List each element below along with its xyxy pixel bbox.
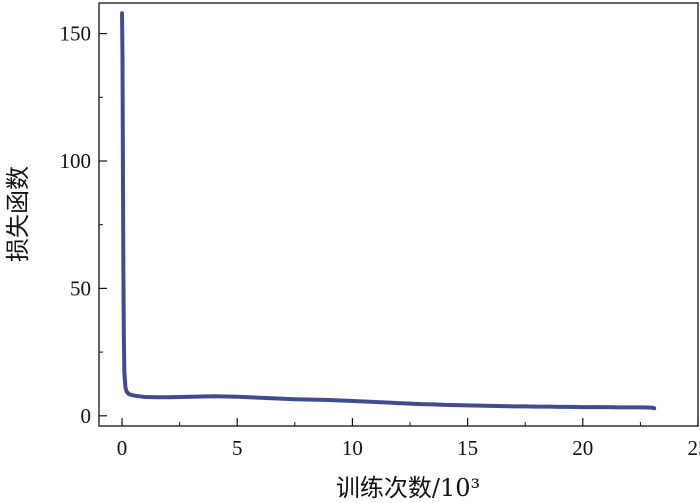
plot-area-frame — [98, 2, 699, 427]
x-tick-label: 15 — [457, 436, 478, 460]
y-tick-label: 0 — [81, 404, 92, 428]
x-tick-label: 20 — [572, 436, 593, 460]
series-layer — [120, 11, 657, 411]
x-tick-label: 5 — [232, 436, 243, 460]
y-axis-label: 损失函数 — [4, 166, 32, 262]
x-axis-label: 训练次数/10³ — [336, 474, 480, 502]
x-tick-label: 25 — [688, 436, 700, 460]
x-axis: 0 5 10 15 20 25 — [117, 418, 700, 460]
y-tick-label: 50 — [70, 276, 91, 300]
y-tick-label: 150 — [60, 22, 92, 46]
y-axis: 0 50 100 150 — [60, 22, 107, 428]
x-tick-label: 0 — [117, 436, 128, 460]
series-line — [120, 11, 657, 411]
x-tick-label: 10 — [342, 436, 363, 460]
y-tick-label: 100 — [60, 149, 92, 173]
